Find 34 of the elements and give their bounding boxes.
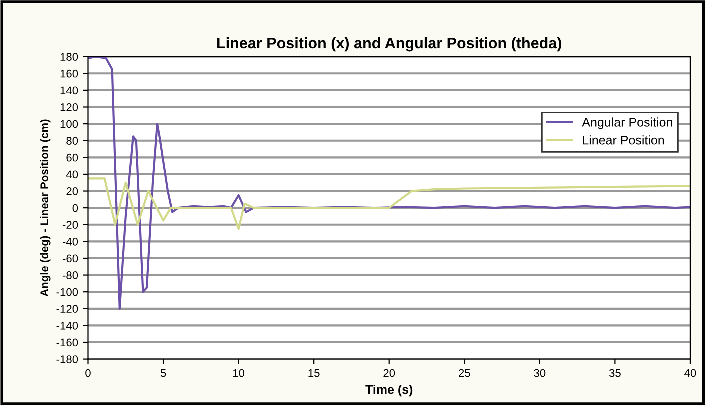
x-tick-label: 20 — [384, 369, 396, 378]
x-tick-label: 5 — [160, 369, 166, 378]
y-tick-label: -40 — [62, 238, 78, 246]
y-tick-label: -100 — [56, 288, 78, 296]
y-tick-label: 180 — [60, 53, 78, 61]
y-tick-label: -120 — [56, 305, 78, 314]
y-tick-label: 60 — [66, 154, 78, 162]
x-axis-title: Time (s) — [366, 384, 413, 397]
x-tick-label: 35 — [609, 369, 621, 378]
x-tick-label: 10 — [233, 369, 245, 378]
y-tick-label: -20 — [62, 221, 78, 230]
x-tick-label: 0 — [86, 369, 91, 378]
y-tick-label: -180 — [56, 356, 78, 364]
x-tick-label: 30 — [534, 369, 546, 378]
y-tick-label: 80 — [66, 137, 78, 145]
y-tick-label: 20 — [66, 188, 78, 196]
y-tick-label: 100 — [60, 120, 78, 128]
y-tick-label: 140 — [60, 86, 78, 95]
legend-label: Linear Position — [583, 136, 664, 145]
y-tick-label: 160 — [60, 70, 78, 78]
y-tick-label: 40 — [66, 170, 78, 179]
y-tick-label: -160 — [56, 338, 78, 347]
chart-title: Linear Position (x) and Angular Position (theda) — [218, 37, 562, 52]
y-axis-title: Angle (deg) - Linear Position (cm) — [40, 120, 51, 297]
legend-label: Angular Position — [582, 118, 672, 130]
y-tick-label: 120 — [60, 104, 78, 112]
line-series — [88, 178, 690, 230]
y-tick-label: -60 — [62, 254, 78, 263]
y-tick-label: 0 — [72, 204, 78, 212]
y-tick-label: -140 — [56, 322, 78, 330]
y-tick-label: -80 — [62, 272, 78, 280]
x-tick-label: 40 — [684, 369, 696, 378]
x-tick-label: 25 — [459, 369, 470, 378]
x-tick-label: 15 — [308, 369, 320, 378]
